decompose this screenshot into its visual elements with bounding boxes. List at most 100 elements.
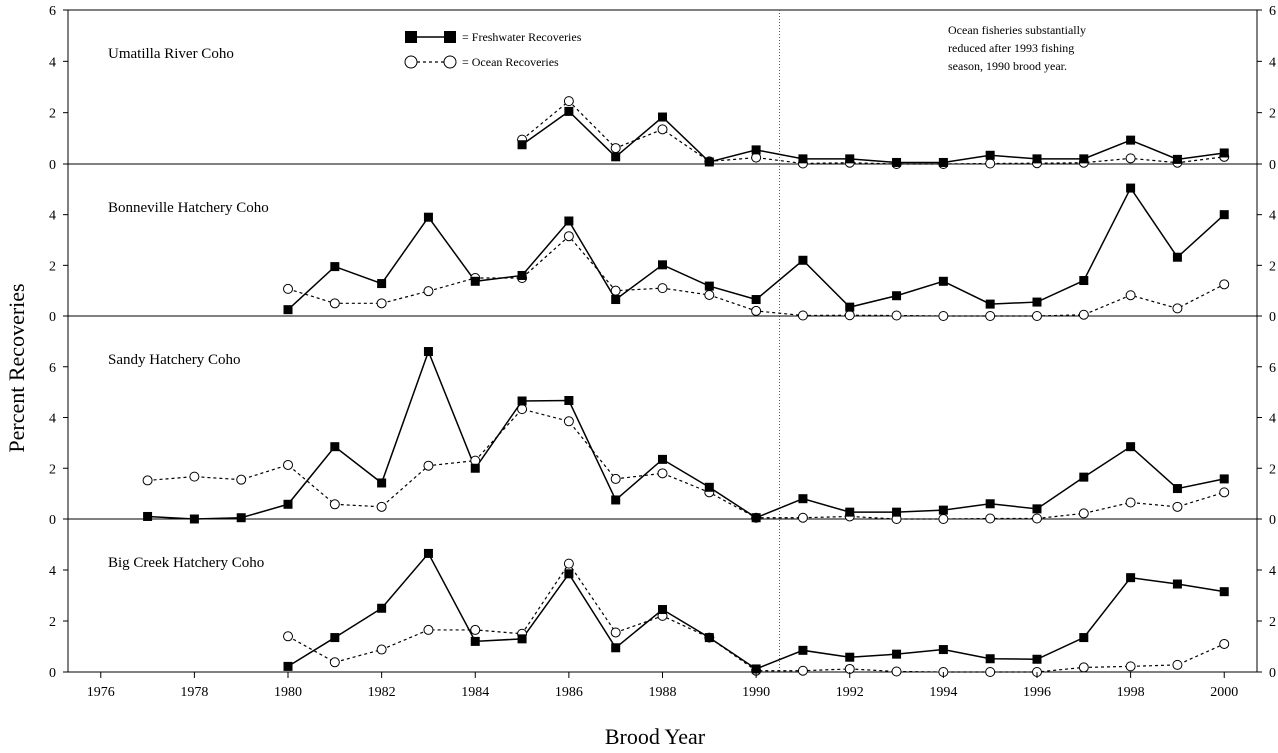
- panel-3: Sandy Hatchery Coho 0 0 2 2 4 4 6 6: [49, 347, 1276, 528]
- panel-1-ocean-point-1995: [985, 158, 996, 169]
- panel-4-ytick-label-right-4: 4: [1269, 564, 1276, 579]
- panel-2-ocean-point-1983: [423, 286, 434, 297]
- panel-1-freshwater-point-1989: [704, 157, 714, 167]
- panel-2-ytick-label-left-0: 0: [49, 310, 56, 325]
- panel-3-freshwater-point-1994: [938, 505, 948, 515]
- panel-4-freshwater-point-1990: [751, 664, 761, 674]
- panel-4-freshwater-point-1993: [892, 649, 902, 659]
- xtick-label-1996: 1996: [1023, 685, 1051, 700]
- panel-1-freshwater-point-1997: [1079, 154, 1089, 164]
- panel-3-ocean-point-1977: [142, 475, 153, 486]
- panel-3-ocean-point-1978: [189, 471, 200, 482]
- panel-3-freshwater-point-1996: [1032, 504, 1042, 514]
- legend-ocean-marker-right: [443, 55, 457, 69]
- annotation-line-2: reduced after 1993 fishing: [948, 41, 1074, 55]
- panel-4-ocean-point-1998: [1125, 661, 1136, 672]
- panel-2-freshwater-point-1995: [985, 299, 995, 309]
- panel-4-title: Big Creek Hatchery Coho: [108, 555, 264, 571]
- panel-4-freshwater-point-1980: [283, 661, 293, 671]
- xtick-label-1986: 1986: [555, 685, 583, 700]
- panel-1-ytick-label-left-0: 0: [49, 158, 56, 173]
- panel-2-freshwater-point-1996: [1032, 297, 1042, 307]
- panel-2-ocean-point-1996: [1031, 311, 1042, 321]
- plot-border: [67, 9, 1258, 673]
- panel-1-freshwater-point-1985: [517, 140, 527, 150]
- panel-3-ocean-point-1999: [1172, 501, 1183, 512]
- xtick-label-2000: 2000: [1210, 685, 1238, 700]
- panel-1-ocean-point-1990: [751, 152, 762, 163]
- panel-2-ocean-point-1998: [1125, 290, 1136, 301]
- panel-4-freshwater-point-1986: [564, 569, 574, 579]
- panel-4-freshwater-line: [287, 552, 1225, 670]
- panel-2-ocean-point-1990: [751, 305, 762, 316]
- panel-2-freshwater-point-1986: [564, 216, 574, 226]
- xtick-label-1982: 1982: [368, 685, 396, 700]
- panel-2-ocean-point-1989: [704, 289, 715, 300]
- panel-1-title: Umatilla River Coho: [108, 46, 234, 62]
- panel-2-freshwater-point-1982: [377, 279, 387, 289]
- panel-2-freshwater-point-1983: [423, 212, 433, 222]
- panel-2-ocean-point-1991: [797, 310, 808, 321]
- panel-2-freshwater-point-1990: [751, 295, 761, 305]
- panel-3-freshwater-point-1989: [704, 482, 714, 492]
- panel-4-freshwater-point-1991: [798, 645, 808, 655]
- panel-3-ocean-point-1981: [329, 499, 340, 510]
- panel-2-ytick-label-right-0: 0: [1269, 310, 1276, 325]
- panel-3-freshwater-point-1983: [423, 347, 433, 357]
- panel-1-freshwater-line: [521, 110, 1225, 164]
- panel-3-ytick-label-left-0: 0: [49, 513, 56, 528]
- panel-4-ocean-point-1987: [610, 627, 621, 638]
- panel-2-freshwater-point-1998: [1126, 183, 1136, 193]
- panel-2-freshwater-point-1989: [704, 281, 714, 291]
- panel-1-freshwater-point-1990: [751, 145, 761, 155]
- panel-1-ytick-label-right-2: 2: [1269, 107, 1276, 122]
- panel-3-freshwater-point-1999: [1172, 484, 1182, 494]
- legend-ocean-label: = Ocean Recoveries: [462, 55, 559, 69]
- panel-2-ytick-label-left-2: 2: [49, 259, 56, 274]
- panel-4-ocean-point-1984: [470, 624, 481, 635]
- panel-2-freshwater-point-1999: [1172, 252, 1182, 262]
- panel-4-ytick-label-left-2: 2: [49, 615, 56, 630]
- panel-2-ocean-point-1995: [985, 311, 996, 321]
- annotation-line-3: season, 1990 brood year.: [948, 59, 1067, 73]
- panel-3-freshwater-line: [147, 349, 1225, 520]
- panel-3-freshwater-point-1985: [517, 396, 527, 406]
- panel-4-freshwater-point-1998: [1126, 573, 1136, 583]
- panel-4-ocean-point-1982: [376, 644, 387, 655]
- xtick-label-1984: 1984: [461, 685, 489, 700]
- panel-3-ocean-point-1982: [376, 501, 387, 512]
- panel-3-ocean-point-2000: [1219, 487, 1230, 498]
- panel-3-ocean-point-1995: [985, 513, 996, 524]
- panel-2-ocean-point-1997: [1078, 309, 1089, 320]
- panel-4-ytick-label-right-0: 0: [1269, 666, 1276, 681]
- panel-3-freshwater-point-1990: [751, 513, 761, 523]
- panel-3-freshwater-point-1997: [1079, 472, 1089, 482]
- panel-2-freshwater-point-1985: [517, 270, 527, 280]
- panel-2-freshwater-point-1994: [938, 276, 948, 286]
- panel-3-ocean-point-1994: [938, 514, 949, 524]
- panel-3-ytick-label-right-2: 2: [1269, 462, 1276, 477]
- panel-4-freshwater-point-1997: [1079, 633, 1089, 643]
- panel-4-freshwater-point-2000: [1219, 587, 1229, 597]
- legend-freshwater-label: = Freshwater Recoveries: [462, 30, 582, 44]
- panel-1-ytick-label-left-2: 2: [49, 107, 56, 122]
- panel-1-ocean-line: [521, 100, 1225, 165]
- panel-1-ytick-label-left-4: 4: [49, 55, 56, 70]
- plot-frame: [67, 9, 1258, 673]
- xtick-label-1990: 1990: [742, 685, 770, 700]
- panel-3-ytick-label-left-4: 4: [49, 412, 56, 427]
- legend-freshwater-marker-right: [444, 31, 456, 43]
- panel-4-ocean-point-1981: [329, 657, 340, 668]
- panel-3-ytick-label-right-4: 4: [1269, 412, 1276, 427]
- panel-3-freshwater-point-1991: [798, 494, 808, 504]
- panel-1-freshwater-point-1988: [658, 112, 667, 122]
- panel-2-ocean-point-1986: [563, 231, 574, 242]
- panel-4-ocean-point-2000: [1219, 638, 1230, 649]
- xtick-label-1992: 1992: [836, 685, 864, 700]
- panel-3-freshwater-point-1992: [845, 507, 855, 517]
- panel-3-freshwater-point-1987: [611, 495, 621, 505]
- panel-1-ytick-label-right-0: 0: [1269, 158, 1276, 173]
- legend-freshwater-marker-left: [405, 31, 417, 43]
- panel-2: Bonneville Hatchery Coho 0 0 2 2 4 4: [49, 183, 1276, 325]
- panel-3-freshwater-point-1986: [564, 395, 574, 405]
